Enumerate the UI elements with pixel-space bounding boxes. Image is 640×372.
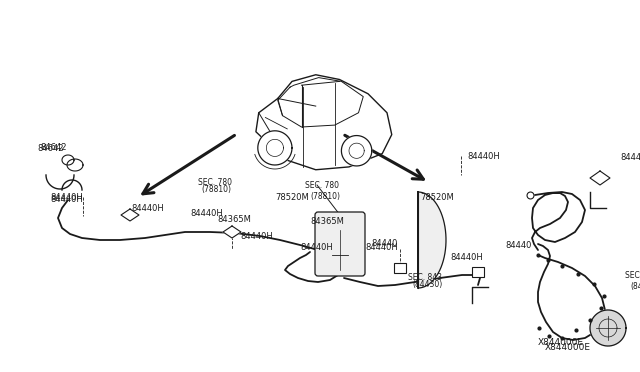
Text: (78810): (78810) [202,185,232,194]
Text: 84440H: 84440H [301,243,333,252]
Text: (84430): (84430) [630,282,640,291]
Text: 84642: 84642 [37,144,63,153]
Text: 84440H: 84440H [620,154,640,163]
Polygon shape [258,131,292,165]
Text: SEC. 843: SEC. 843 [408,273,442,282]
Polygon shape [341,135,372,166]
Text: 84440H: 84440H [365,244,397,253]
Polygon shape [223,226,241,238]
Text: 84440H: 84440H [190,209,223,218]
Polygon shape [121,209,139,221]
Text: 84440H: 84440H [50,193,83,202]
Text: SEC. 843: SEC. 843 [625,270,640,279]
Text: 84440: 84440 [371,239,397,248]
Text: SEC. 780: SEC. 780 [198,178,232,187]
Text: SEC. 780: SEC. 780 [305,180,339,189]
Text: 84365M: 84365M [218,215,252,224]
Text: X844000E: X844000E [545,343,591,353]
Text: 84440H: 84440H [240,232,273,241]
Bar [394,263,406,273]
Text: 84440H: 84440H [131,204,164,213]
Text: (78810): (78810) [310,192,340,201]
Text: 78520M: 78520M [275,193,309,202]
Polygon shape [418,192,446,288]
Text: 84440H: 84440H [50,195,83,203]
Text: 84440: 84440 [505,241,531,250]
Text: 84440H: 84440H [450,253,483,263]
Text: 84365M: 84365M [310,218,344,227]
Text: 84642: 84642 [40,144,67,153]
Text: X844000E: X844000E [538,338,584,347]
Polygon shape [590,171,610,185]
Text: (84430): (84430) [413,280,443,289]
Polygon shape [590,310,626,346]
Text: 78520M: 78520M [420,193,454,202]
Bar [472,267,484,277]
FancyBboxPatch shape [315,212,365,276]
Text: 84440H: 84440H [467,152,500,161]
